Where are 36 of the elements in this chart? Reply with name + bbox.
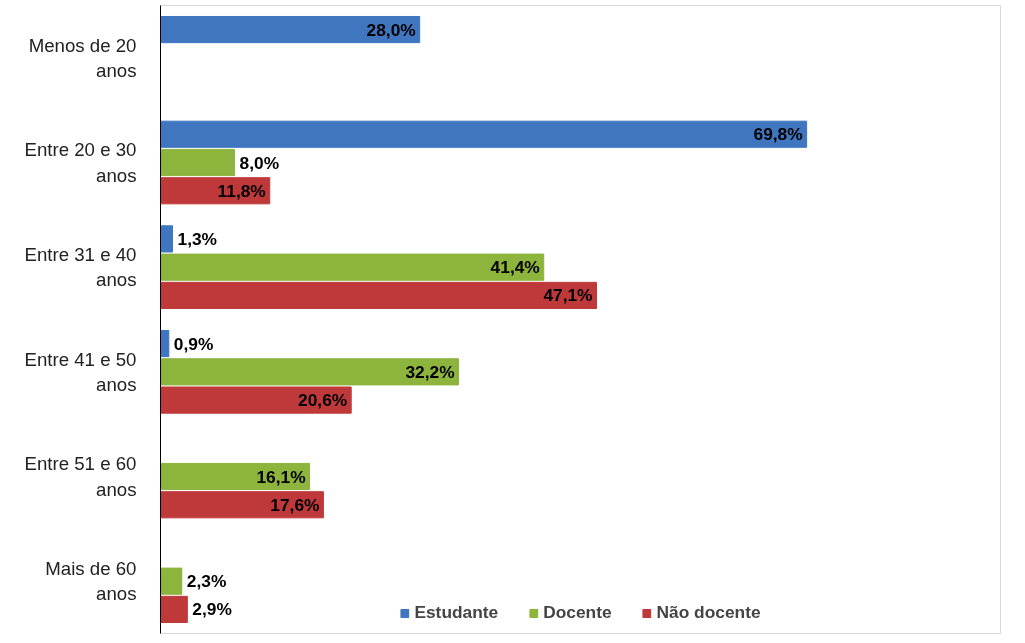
y-tick-label: Entre 51 e 60 anos (24, 453, 137, 500)
bar (160, 358, 460, 386)
data-label: 11,8% (217, 180, 266, 201)
bar (160, 386, 352, 414)
data-label: 16,1% (256, 466, 306, 487)
data-label: 20,6% (298, 390, 348, 411)
data-label: 2,3% (186, 571, 227, 592)
data-label: 0,9% (173, 333, 214, 354)
data-label: 32,2% (405, 361, 455, 382)
bar (160, 491, 324, 519)
bar (160, 462, 311, 491)
y-tick-label: Mais de 60 anos (45, 558, 137, 605)
data-label: 2,9% (192, 599, 232, 620)
bar (160, 225, 174, 253)
bar (160, 595, 188, 624)
bar (160, 281, 598, 310)
y-tick-label: Entre 20 e 30 anos (24, 139, 137, 186)
legend-label: Docente (543, 602, 612, 623)
data-label: 69,8% (753, 124, 803, 145)
data-label: 28,0% (366, 19, 416, 40)
data-label: 47,1% (543, 285, 593, 306)
data-label: 17,6% (270, 494, 320, 515)
bar (160, 120, 808, 148)
legend-label: Não docente (656, 602, 761, 623)
y-tick-label: Menos de 20 anos (28, 34, 137, 81)
bar (160, 567, 183, 595)
bar (160, 148, 236, 177)
y-tick-label: Entre 41 e 50 anos (24, 348, 137, 395)
legend-label: Estudante (414, 602, 499, 623)
bar (160, 15, 421, 44)
bar (160, 253, 545, 281)
bar (160, 329, 170, 358)
data-label: 41,4% (490, 257, 540, 278)
y-tick-label: Entre 31 e 40 anos (24, 244, 137, 291)
data-label: 1,3% (177, 228, 218, 249)
data-label: 8,0% (239, 152, 280, 173)
